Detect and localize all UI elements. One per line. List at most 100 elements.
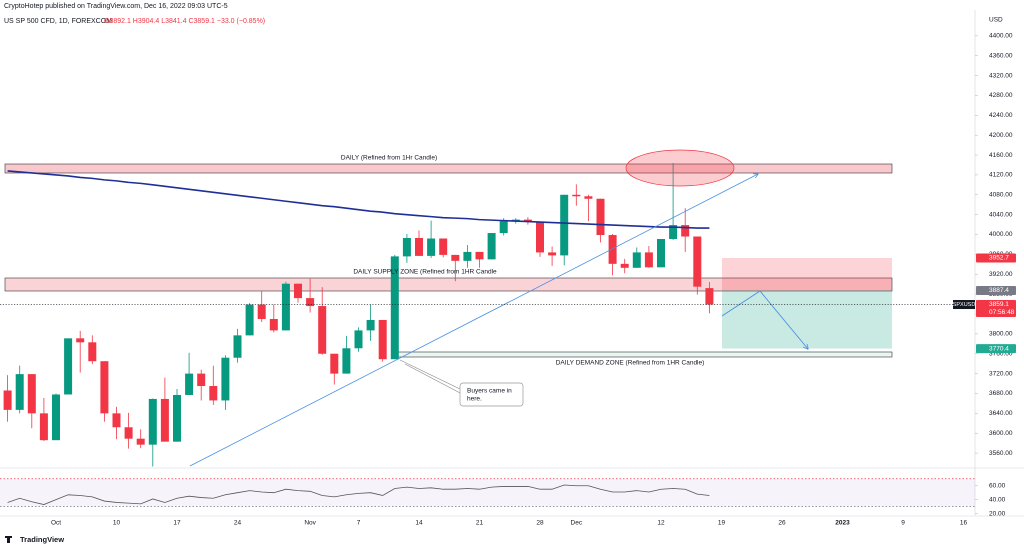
candle-body — [439, 238, 448, 255]
candle-body — [112, 413, 121, 428]
candle-body — [681, 225, 690, 237]
candle-body — [257, 304, 266, 319]
trendline — [189, 174, 758, 467]
x-tick-label: Dec — [571, 520, 583, 527]
candle-body — [669, 225, 678, 239]
current-price-badge — [976, 300, 1016, 318]
header: CryptoHotep published on TradingView.com… — [4, 3, 228, 10]
symbol-label: SPXUSD — [953, 302, 976, 308]
x-tick-label: 14 — [415, 520, 423, 527]
x-tick-label: 26 — [778, 520, 786, 527]
candle-body — [245, 304, 254, 336]
candle-body — [584, 196, 593, 199]
candle-body — [185, 373, 194, 395]
position-box — [722, 258, 892, 349]
candle-body — [281, 283, 290, 331]
callout-pointer — [404, 363, 463, 395]
candle-body — [523, 219, 532, 222]
candle-body — [124, 427, 133, 439]
callout-text: Buyers came in — [467, 388, 512, 395]
rsi-line — [7, 484, 710, 505]
candle-body — [39, 413, 48, 441]
candle-body — [100, 361, 109, 414]
candle-body — [269, 318, 278, 331]
candle-body — [27, 374, 36, 414]
rsi-tick-label: 40.00 — [989, 496, 1006, 503]
y-tick-label: 3920.00 — [989, 271, 1013, 278]
y-tick-label: 4040.00 — [989, 211, 1013, 218]
risk-box — [722, 258, 892, 291]
candle-body — [173, 394, 181, 442]
candle-body — [76, 338, 85, 343]
countdown-label: 07:56:48 — [989, 309, 1015, 316]
candle-body — [88, 342, 97, 362]
x-tick-label: 19 — [718, 520, 726, 527]
y-tick-label: 4000.00 — [989, 231, 1013, 238]
candle-body — [3, 390, 12, 410]
callout-box — [459, 382, 524, 407]
callout-pointer — [399, 359, 463, 391]
candle-body — [294, 283, 302, 299]
y-tick-label: 4240.00 — [989, 112, 1013, 119]
y-tick-label: 3600.00 — [989, 430, 1013, 437]
x-tick-label: 16 — [960, 520, 968, 527]
candle-body — [657, 238, 665, 268]
footer-brand: TradingView — [20, 535, 64, 544]
x-tick-label: Oct — [51, 520, 61, 527]
x-tick-label: 21 — [476, 520, 484, 527]
x-tick-label: 12 — [657, 520, 665, 527]
candle-body — [366, 319, 375, 331]
candle-body — [536, 221, 544, 253]
y-tick-label: 4120.00 — [989, 172, 1013, 179]
symbol-badge — [953, 300, 975, 310]
candle-body — [499, 221, 508, 234]
candle-body — [197, 373, 206, 387]
projection-arrow — [721, 290, 808, 349]
x-tick-label: 17 — [173, 520, 181, 527]
demand-zone-label: DAILY DEMAND ZONE (Refined from 1HR Cand… — [556, 360, 705, 367]
x-tick-label: 9 — [901, 520, 905, 527]
candle-body — [402, 238, 411, 257]
candle-body — [378, 319, 387, 360]
daily-zone — [4, 163, 893, 174]
y-tick-label: 4400.00 — [989, 33, 1013, 40]
y-tick-label: 3640.00 — [989, 410, 1013, 417]
x-tick-label: Nov — [304, 520, 316, 527]
candle-body — [415, 238, 423, 256]
supply-zone-label: DAILY SUPPLY ZONE (Refined from 1HR Cand… — [353, 269, 497, 276]
candle-body — [160, 398, 169, 442]
candle-body — [475, 251, 484, 260]
candle-body — [318, 306, 327, 354]
candle-body — [608, 235, 617, 264]
candle-body — [620, 263, 629, 268]
series — [3, 162, 714, 467]
callout-text: here. — [467, 396, 482, 403]
reward-box — [722, 290, 892, 349]
candle-body — [451, 254, 460, 261]
price-badge — [976, 344, 1016, 354]
y-tick-label: 4080.00 — [989, 192, 1013, 199]
demand-zone — [397, 351, 893, 358]
candle-body — [148, 398, 157, 445]
candle-body — [596, 198, 605, 236]
candle-body — [233, 335, 242, 358]
rsi-tick-label: 20.00 — [989, 510, 1006, 517]
price-badge-label: 3952.7 — [989, 255, 1009, 262]
candle-body — [644, 252, 653, 268]
candle-body — [427, 238, 436, 256]
x-tick-label: 10 — [113, 520, 121, 527]
candle-body — [52, 394, 60, 441]
rsi-band — [0, 478, 975, 507]
current-price-label: 3859.1 — [989, 301, 1009, 308]
y-tick-label: 4280.00 — [989, 92, 1013, 99]
rsi-tick-label: 60.00 — [989, 482, 1006, 489]
candle-body — [572, 194, 581, 197]
overlay-drawings: Buyers came in here. DAILY (Refined from… — [189, 149, 808, 467]
x-tick-label: 7 — [357, 520, 361, 527]
price-badge — [976, 253, 1016, 263]
currency: USD — [989, 17, 1003, 24]
y-tick-label: 4320.00 — [989, 72, 1013, 79]
y-tick-label: 4160.00 — [989, 152, 1013, 159]
price-badge-label: 3770.4 — [989, 345, 1009, 352]
